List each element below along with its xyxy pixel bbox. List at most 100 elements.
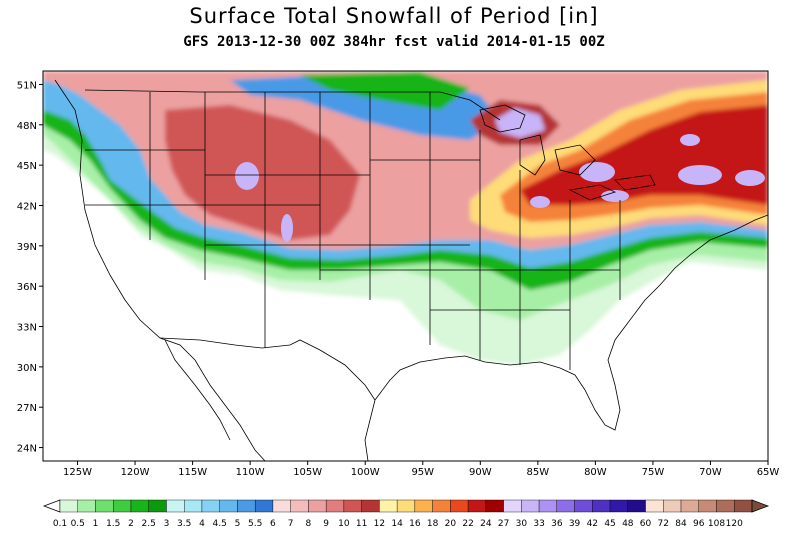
lon-tick-label: 85W: [527, 467, 550, 478]
legend-swatch: [130, 499, 149, 513]
map-frame: [42, 70, 769, 462]
arrow-left-icon: [42, 499, 61, 513]
legend-label: 5: [235, 519, 241, 529]
legend-label: 120: [726, 519, 743, 529]
legend-swatch: [414, 499, 433, 513]
legend-label: 3.5: [177, 519, 191, 529]
legend-label: 42: [587, 519, 598, 529]
legend-label: 108: [708, 519, 725, 529]
legend-swatch: [538, 499, 558, 513]
map-title: Surface Total Snowfall of Period [in]: [189, 4, 599, 28]
legend-swatch: [556, 499, 575, 513]
lon-tick-label: 100W: [351, 467, 380, 478]
lat-tick-label: 51N: [17, 80, 37, 91]
legend-label: 4: [199, 519, 205, 529]
legend-swatch: [450, 499, 469, 513]
color-legend: 0.1 0.5 1 1.5 2 2.5 3 3.5 4 4.5 5 5.5 6 7 8 9 10 11 12 14 16…: [42, 499, 770, 529]
lon-tick-label: 105W: [293, 467, 322, 478]
legend-swatch: [716, 499, 735, 513]
legend-label: 18: [427, 519, 439, 529]
lat-tick-label: 45N: [17, 161, 37, 172]
legend-swatch: [59, 499, 78, 513]
legend-label: 0.1: [53, 519, 67, 529]
legend-label: 48: [622, 519, 634, 529]
lon-tick-label: 80W: [584, 467, 607, 478]
legend-label: 30: [516, 519, 528, 529]
lat-tick-label: 33N: [17, 323, 37, 334]
legend-label: 14: [391, 519, 403, 529]
legend-swatch: [609, 499, 628, 513]
legend-swatch: [663, 499, 682, 513]
legend-label: 72: [658, 519, 669, 529]
legend-swatch: [645, 499, 664, 513]
lon-tick-label: 125W: [63, 467, 92, 478]
legend-label: 10: [338, 519, 350, 529]
legend-swatch: [343, 499, 362, 513]
legend-swatch: [308, 499, 327, 513]
legend-label: 11: [356, 519, 367, 529]
legend-label: 12: [374, 519, 385, 529]
legend-label: 9: [323, 519, 329, 529]
legend-label: 36: [551, 519, 563, 529]
legend-label: 22: [462, 519, 473, 529]
legend-label: 3: [164, 519, 170, 529]
legend-label: 0.5: [71, 519, 85, 529]
legend-swatch: [219, 499, 238, 513]
legend-swatch: [698, 499, 717, 513]
coastlines-borders: [54, 79, 768, 461]
legend-label: 5.5: [248, 519, 262, 529]
arrow-right-icon: [751, 499, 770, 513]
legend-swatch: [680, 499, 699, 513]
lat-tick-label: 36N: [17, 282, 37, 293]
lon-tick-label: 90W: [469, 467, 492, 478]
legend-label: 4.5: [213, 519, 227, 529]
legend-label: 6: [270, 519, 276, 529]
legend-swatch: [432, 499, 451, 513]
legend-swatch: [503, 499, 522, 513]
legend-swatch: [396, 499, 416, 513]
legend-swatch: [361, 499, 380, 513]
legend-swatch: [77, 499, 96, 513]
legend-label: 84: [675, 519, 687, 529]
legend-swatch: [379, 499, 398, 513]
legend-swatch: [237, 499, 256, 513]
legend-label: 20: [445, 519, 457, 529]
snowfall-field: [43, 71, 768, 461]
lon-tick-label: 95W: [411, 467, 434, 478]
lat-tick-label: 39N: [17, 242, 37, 253]
legend-swatch: [325, 499, 345, 513]
lon-tick-label: 120W: [121, 467, 150, 478]
map-subtitle: GFS 2013-12-30 00Z 384hr fcst valid 2014…: [183, 34, 605, 50]
legend-label: 33: [533, 519, 544, 529]
legend-swatch: [290, 499, 309, 513]
legend-swatch: [574, 499, 593, 513]
lon-tick-label: 65W: [757, 467, 780, 478]
lon-tick-label: 70W: [699, 467, 722, 478]
legend-swatch: [113, 499, 132, 513]
legend-label: 8: [306, 519, 312, 529]
legend-swatch: [166, 499, 185, 513]
legend-label: 96: [693, 519, 705, 529]
legend-label: 7: [288, 519, 294, 529]
lon-tick-label: 115W: [178, 467, 207, 478]
lat-tick-label: 48N: [17, 121, 37, 132]
lat-tick-label: 27N: [17, 403, 37, 414]
legend-swatch: [592, 499, 611, 513]
lat-tick-label: 42N: [17, 201, 37, 212]
legend-swatch: [467, 499, 487, 513]
lat-tick-label: 30N: [17, 363, 37, 374]
lon-tick-label: 75W: [642, 467, 665, 478]
legend-label: 1: [93, 519, 99, 529]
legend-swatch: [627, 499, 646, 513]
legend-label: 39: [569, 519, 581, 529]
legend-swatch: [184, 499, 203, 513]
legend-label: 45: [604, 519, 615, 529]
legend-swatch: [95, 499, 114, 513]
legend-swatch: [272, 499, 291, 513]
legend-swatch: [485, 499, 504, 513]
legend-label: 16: [409, 519, 421, 529]
legend-label: 60: [640, 519, 652, 529]
legend-swatch: [148, 499, 167, 513]
lat-tick-label: 24N: [17, 444, 37, 455]
